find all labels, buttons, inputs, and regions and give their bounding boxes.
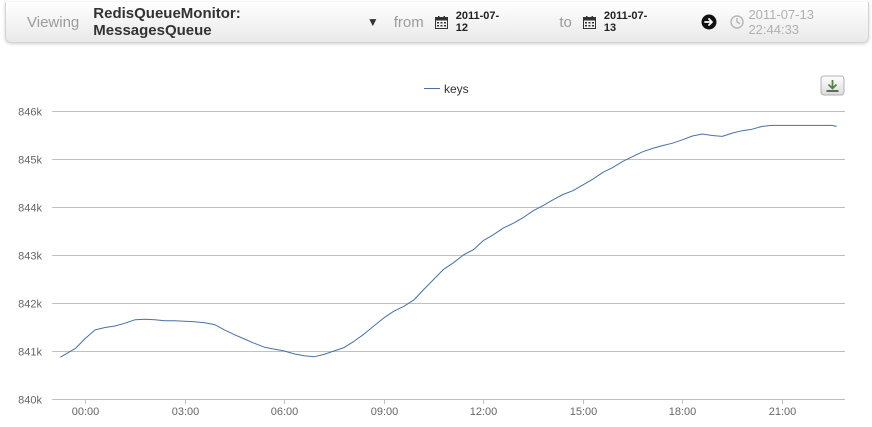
toolbar: Viewing RedisQueueMonitor: MessagesQueue… — [5, 2, 869, 43]
y-tick-label: 846k — [18, 107, 42, 119]
x-axis-ticks: 00:00 03:00 06:00 09:00 12:00 15:00 18:00 21:00 — [72, 399, 797, 418]
series-keys — [60, 124, 837, 358]
x-tick-label: 18:00 — [669, 406, 697, 418]
x-tick-label: 06:00 — [271, 406, 299, 418]
calendar-icon[interactable] — [434, 15, 448, 29]
x-tick-label: 21:00 — [769, 406, 797, 418]
to-label: to — [559, 13, 572, 31]
from-label: from — [393, 13, 424, 31]
chart-container: 840k 841k 842k 843k 844k 845k 846k 00:00 03:00 0… — [0, 60, 872, 422]
y-tick-label: 843k — [18, 251, 42, 263]
viewing-label: Viewing — [27, 13, 80, 31]
grid-lines — [52, 111, 845, 400]
y-tick-label: 841k — [18, 347, 42, 359]
x-tick-label: 12:00 — [470, 406, 498, 418]
clock-icon — [730, 15, 745, 29]
from-date[interactable]: 2011-07-12 — [455, 10, 500, 34]
queue-title[interactable]: RedisQueueMonitor: MessagesQueue — [93, 5, 241, 39]
legend[interactable]: keys — [424, 82, 469, 96]
arrow-right-circle-icon[interactable] — [701, 14, 717, 30]
y-tick-label: 840k — [18, 395, 42, 407]
series-line-keys — [60, 124, 837, 358]
x-tick-label: 15:00 — [570, 406, 598, 418]
caret-down-icon[interactable]: ▼ — [366, 15, 379, 29]
x-tick-label: 00:00 — [72, 406, 100, 418]
y-tick-label: 842k — [18, 299, 42, 311]
to-date[interactable]: 2011-07-13 — [603, 10, 648, 34]
y-axis-ticks: 840k 841k 842k 843k 844k 845k 846k — [18, 107, 42, 407]
x-tick-label: 03:00 — [172, 406, 200, 418]
x-tick-label: 09:00 — [371, 406, 399, 418]
y-tick-label: 844k — [18, 203, 42, 215]
download-icon[interactable] — [820, 75, 845, 96]
legend-label-keys[interactable]: keys — [444, 82, 469, 96]
calendar-icon[interactable] — [582, 15, 596, 29]
last-updated: 2011-07-13 22:44:33 — [748, 7, 814, 37]
y-tick-label: 845k — [18, 155, 42, 167]
